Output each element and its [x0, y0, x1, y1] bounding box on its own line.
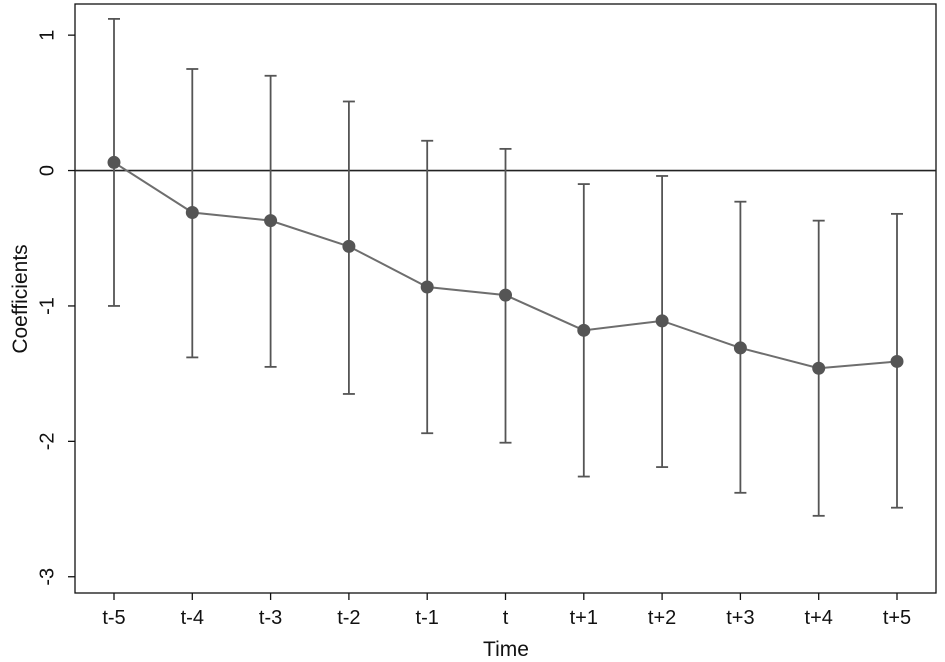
- x-tick-label: t-1: [416, 607, 439, 629]
- y-tick-label: -3: [36, 568, 58, 586]
- y-tick-label: -2: [36, 432, 58, 450]
- data-point: [264, 214, 278, 228]
- data-point: [812, 361, 826, 375]
- y-axis-title: Coefficients: [9, 244, 32, 353]
- x-tick-label: t+2: [648, 607, 676, 629]
- x-tick-label: t+5: [883, 607, 911, 629]
- x-tick-label: t+1: [570, 607, 598, 629]
- x-tick-label: t: [503, 607, 509, 629]
- x-tick-label: t-3: [259, 607, 282, 629]
- data-point: [342, 239, 356, 253]
- data-point: [107, 155, 121, 169]
- data-point: [655, 314, 669, 328]
- data-point: [733, 341, 747, 355]
- x-tick-label: t-4: [181, 607, 204, 629]
- y-tick-label: 1: [36, 30, 58, 41]
- y-tick-label: -1: [36, 297, 58, 315]
- x-axis-title: Time: [483, 638, 529, 661]
- x-tick-label: t-2: [337, 607, 360, 629]
- data-point: [577, 323, 591, 337]
- plot-area: 1 0 -1 -2 -3 t-5 t-4 t-3 t-2 t-1 t t+1 t+2 t+3 t+4 t+5: [36, 3, 937, 629]
- x-tick-label: t+3: [726, 607, 754, 629]
- data-point: [185, 206, 199, 220]
- data-point: [420, 280, 434, 294]
- x-tick-label: t+4: [805, 607, 833, 629]
- data-point: [890, 354, 904, 368]
- y-tick-label: 0: [36, 165, 58, 176]
- data-point: [499, 288, 512, 302]
- x-tick-label: t-5: [102, 607, 125, 629]
